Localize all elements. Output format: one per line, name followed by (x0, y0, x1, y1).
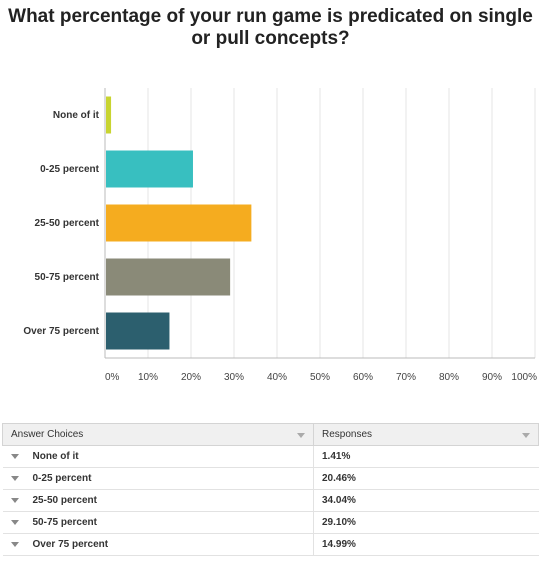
expand-caret-icon[interactable] (10, 453, 19, 459)
chart-title: What percentage of your run game is pred… (8, 6, 533, 49)
bar[interactable] (106, 96, 112, 134)
y-tick-label: 0-25 percent (40, 164, 100, 175)
table-row: 0-25 percent 20.46% (2, 467, 539, 490)
x-tick-label: 40% (267, 372, 287, 383)
y-tick-label: None of it (53, 110, 100, 121)
answer-choice-cell: 25-50 percent (2, 489, 314, 512)
responses-header-label: Responses (322, 429, 373, 440)
x-tick-label: 60% (353, 372, 373, 383)
answer-choice-label: 25-50 percent (32, 495, 97, 506)
x-tick-label: 100% (511, 372, 537, 383)
table-row: Over 75 percent 14.99% (2, 533, 539, 556)
bar[interactable] (106, 312, 170, 350)
answer-choice-label: 0-25 percent (32, 473, 92, 484)
table-row: None of it 1.41% (2, 445, 539, 468)
responses-table: Answer Choices Responses None of it 1.41%… (2, 423, 539, 556)
y-tick-label: 50-75 percent (35, 272, 100, 283)
y-tick-label: 25-50 percent (35, 218, 100, 229)
x-tick-label: 10% (138, 372, 158, 383)
x-tick-label: 90% (482, 372, 502, 383)
answer-choice-label: None of it (32, 451, 79, 462)
expand-caret-icon[interactable] (10, 475, 19, 481)
x-tick-label: 70% (396, 372, 416, 383)
expand-caret-icon[interactable] (10, 541, 19, 547)
response-value: 20.46% (313, 467, 539, 490)
response-value: 34.04% (313, 489, 539, 512)
expand-caret-icon[interactable] (10, 519, 19, 525)
answer-choice-cell: None of it (2, 445, 314, 468)
answer-choices-header-label: Answer Choices (11, 429, 84, 440)
bar[interactable] (106, 258, 231, 296)
answer-choice-label: 50-75 percent (32, 517, 97, 528)
bar[interactable] (106, 204, 252, 242)
answer-choice-cell: 50-75 percent (2, 511, 314, 534)
expand-caret-icon[interactable] (10, 497, 19, 503)
table-header-row: Answer Choices Responses (2, 423, 539, 446)
x-tick-label: 20% (181, 372, 201, 383)
table-row: 25-50 percent 34.04% (2, 489, 539, 512)
answer-choice-cell: Over 75 percent (2, 533, 314, 556)
response-value: 29.10% (313, 511, 539, 534)
bar[interactable] (106, 150, 193, 188)
bar-chart: None of it 0-25 percent 25-50 percent 50-75… (23, 88, 537, 383)
responses-header[interactable]: Responses (313, 423, 539, 446)
x-tick-label: 80% (439, 372, 459, 383)
x-tick-label: 0% (105, 372, 120, 383)
y-tick-label: Over 75 percent (23, 326, 99, 337)
response-value: 1.41% (313, 445, 539, 468)
answer-choice-label: Over 75 percent (32, 539, 109, 550)
x-tick-label: 30% (224, 372, 244, 383)
sort-caret-icon[interactable] (297, 433, 305, 438)
sort-caret-icon[interactable] (522, 433, 530, 438)
table-row: 50-75 percent 29.10% (2, 511, 539, 534)
answer-choices-header[interactable]: Answer Choices (2, 423, 314, 446)
response-value: 14.99% (313, 533, 539, 556)
x-tick-label: 50% (310, 372, 330, 383)
answer-choice-cell: 0-25 percent (2, 467, 314, 490)
